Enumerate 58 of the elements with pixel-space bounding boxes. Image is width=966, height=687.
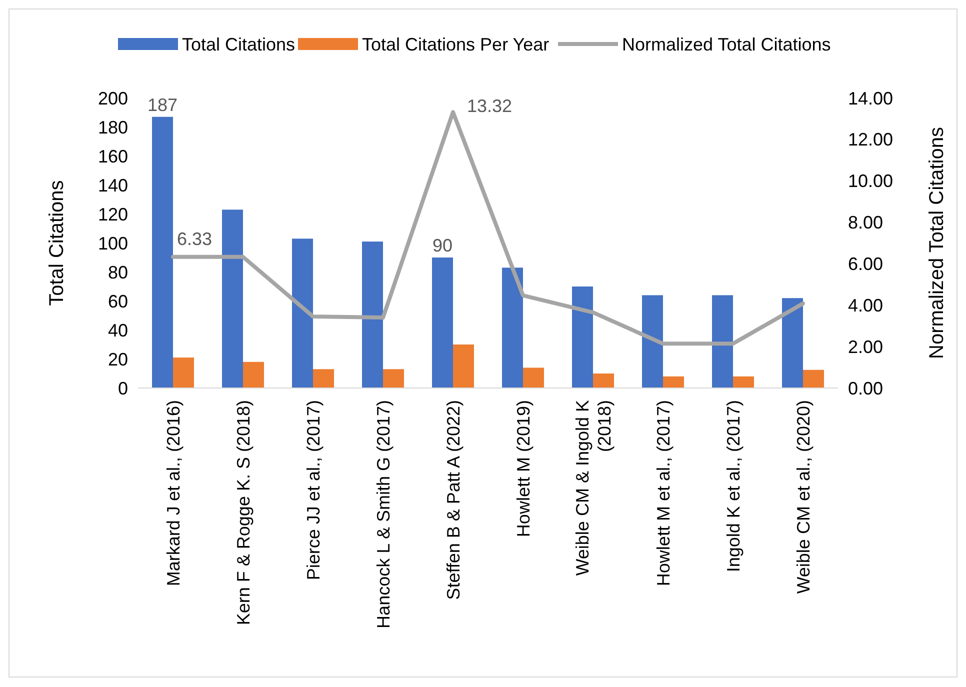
legend-label: Normalized Total Citations (622, 34, 831, 54)
y2-tick-label: 2.00 (848, 336, 884, 357)
y2-tick-label: 6.00 (848, 254, 884, 274)
bar (593, 374, 614, 388)
x-tick-label: Kern F & Rogge K. S (2018) (233, 400, 254, 626)
data-label: 90 (432, 236, 453, 256)
x-tick-label: Ingold K et al., (2017) (723, 400, 744, 572)
y-tick-label: 160 (98, 146, 128, 166)
y2-tick-label: 0.00 (848, 378, 884, 398)
bar (642, 295, 663, 388)
x-tick-label: Hancock L & Smith G (2017) (373, 400, 394, 628)
bar (502, 268, 523, 388)
bar (313, 369, 334, 388)
y2-axis-title: Normalized Total Citations (926, 127, 948, 359)
y-tick-label: 140 (98, 175, 128, 196)
y-tick-label: 120 (98, 204, 128, 224)
bar (782, 298, 803, 388)
bar (152, 116, 173, 388)
y-tick-label: 200 (98, 88, 128, 108)
bar (222, 210, 243, 388)
y-tick-label: 20 (108, 349, 128, 370)
bar (663, 376, 684, 388)
bar (712, 295, 733, 388)
data-label: 13.32 (467, 96, 512, 116)
bar (453, 344, 474, 388)
bar (173, 358, 194, 388)
bar (432, 258, 453, 388)
y-tick-label: 100 (98, 233, 128, 254)
legend-label: Total Citations (182, 34, 296, 54)
y-tick-label: 40 (108, 320, 128, 340)
bar (803, 370, 824, 388)
y-tick-label: 60 (108, 291, 128, 312)
x-tick-label: Pierce JJ et al., (2017) (303, 400, 324, 580)
y2-tick-label: 4.00 (848, 295, 884, 316)
bar (362, 242, 383, 388)
y2-tick-label: 14.00 (848, 88, 894, 108)
y-tick-label: 0 (118, 378, 128, 398)
y2-tick-label: 10.00 (848, 171, 894, 192)
x-tick-label: Weible CM et al., (2020) (793, 400, 814, 594)
y-tick-label: 80 (108, 262, 128, 282)
bar (243, 362, 264, 388)
y2-tick-label: 8.00 (848, 212, 884, 233)
x-tick-label: Weible CM & Ingold K (2018) (572, 400, 614, 576)
y-tick-label: 180 (98, 117, 128, 138)
data-label: 187 (147, 94, 178, 115)
x-tick-label: Howlett M et al., (2017) (653, 400, 674, 586)
x-tick-label: Markard J et al., (2016) (163, 400, 184, 586)
legend-label: Total Citations Per Year (362, 34, 550, 54)
bar (572, 286, 593, 388)
x-tick-label: Steffen B & Patt A (2022) (443, 400, 464, 600)
x-tick-label: Howlett M (2019) (513, 400, 534, 538)
bar (292, 238, 313, 388)
bar (733, 376, 754, 388)
data-label: 6.33 (177, 228, 212, 249)
bar (383, 369, 404, 388)
y2-tick-label: 12.00 (848, 130, 894, 150)
y-axis-title: Total Citations (46, 180, 68, 306)
bar (523, 368, 544, 388)
